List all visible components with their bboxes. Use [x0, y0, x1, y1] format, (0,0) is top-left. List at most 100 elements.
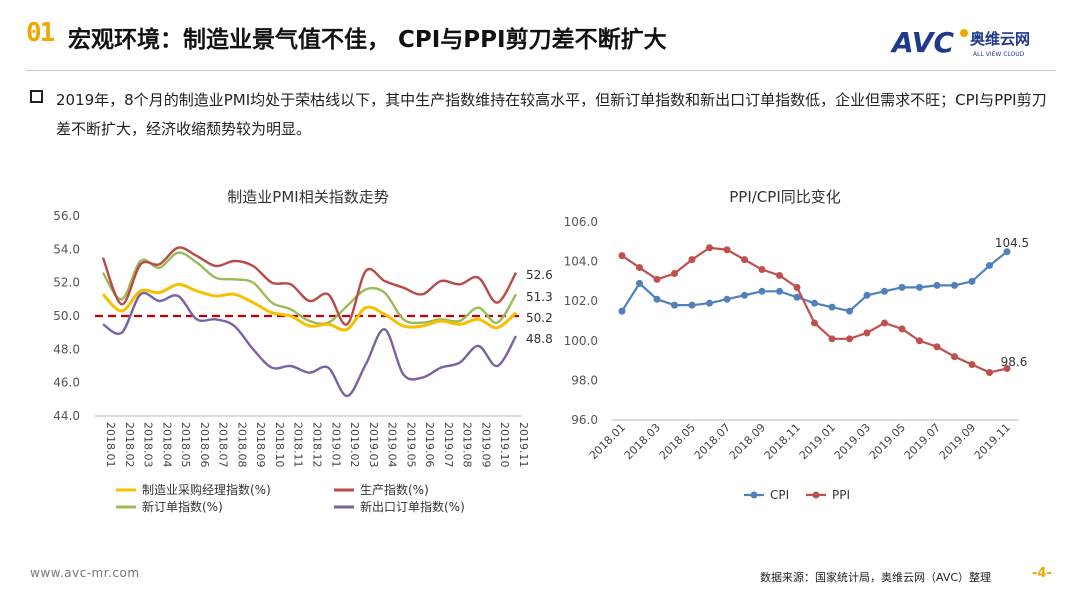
pmi-end-label: 48.8 [526, 332, 553, 346]
bullet-square-icon [30, 90, 43, 103]
pmi-x-tick-label: 2018.07 [217, 422, 230, 468]
ppi-cpi-x-tick-label: 2019.09 [937, 421, 978, 462]
pmi-x-tick-label: 2019.10 [498, 422, 511, 468]
pmi-legend-label: 新订单指数(%) [142, 499, 223, 514]
ppi-cpi-point [688, 256, 696, 264]
pmi-y-tick-label: 56.0 [53, 209, 80, 223]
ppi-cpi-point [776, 287, 783, 295]
ppi-cpi-point [898, 325, 906, 333]
ppi-cpi-point [793, 283, 801, 291]
header-divider [26, 70, 1056, 71]
ppi-cpi-x-tick-label: 2018.01 [587, 421, 628, 462]
ppi-cpi-point [846, 307, 853, 315]
ppi-cpi-point [986, 368, 993, 376]
pmi-x-tick-label: 2019.05 [404, 422, 417, 468]
ppi-cpi-point [758, 266, 766, 274]
pmi-x-tick-label: 2019.02 [348, 422, 361, 468]
pmi-x-tick-label: 2019.11 [517, 422, 530, 468]
ppi-cpi-point [706, 299, 713, 307]
ppi-cpi-point [741, 291, 748, 299]
ppi-cpi-point [1003, 365, 1011, 373]
page-title: 宏观环境：制造业景气值不佳， CPI与PPI剪刀差不断扩大 [68, 27, 667, 53]
ppi-cpi-point [811, 299, 818, 307]
ppi-cpi-point [793, 293, 801, 301]
ppi-cpi-point [828, 303, 836, 311]
ppi-cpi-point [863, 329, 871, 337]
logo-en: ALL VIEW CLOUD [973, 51, 1025, 58]
ppi-cpi-point [636, 264, 643, 272]
ppi-cpi-point [741, 256, 748, 264]
ppi-cpi-point [1003, 248, 1011, 256]
ppi-cpi-point [688, 301, 696, 309]
ppi-cpi-point [933, 343, 941, 351]
pmi-x-tick-label: 2019.08 [461, 422, 474, 468]
pmi-x-tick-label: 2019.06 [423, 422, 436, 468]
slide-header: 01 宏观环境：制造业景气值不佳， CPI与PPI剪刀差不断扩大 AVC 奥维云… [0, 0, 1080, 76]
pmi-y-tick-label: 50.0 [53, 309, 80, 323]
ppi-cpi-point [863, 291, 871, 299]
logo-text: AVC [890, 26, 954, 59]
ppi-cpi-x-tick-label: 2018.09 [727, 421, 768, 462]
ppi-cpi-point [618, 252, 626, 260]
pmi-series-line-1 [101, 246, 518, 326]
slide-number: 01 [26, 18, 55, 48]
ppi-cpi-point [828, 335, 836, 343]
ppi-cpi-y-tick-label: 96.0 [571, 413, 598, 427]
ppi-cpi-y-tick-label: 98.0 [571, 373, 598, 387]
ppi-cpi-legend-marker [750, 491, 758, 499]
ppi-cpi-x-tick-label: 2019.01 [797, 421, 838, 462]
ppi-cpi-point [846, 335, 853, 343]
ppi-cpi-x-tick-label: 2019.07 [902, 421, 943, 462]
ppi-cpi-point [881, 319, 888, 327]
pmi-legend-label: 制造业采购经理指数(%) [142, 482, 271, 497]
pmi-x-tick-label: 2019.07 [442, 422, 455, 468]
pmi-series-line-2 [101, 251, 518, 326]
ppi-cpi-legend-label: PPI [832, 488, 850, 502]
ppi-cpi-end-label: 104.5 [995, 236, 1029, 250]
pmi-x-tick-label: 2018.05 [179, 422, 192, 468]
ppi-cpi-point [951, 353, 958, 361]
ppi-cpi-point [653, 295, 661, 303]
pmi-legend-label: 新出口订单指数(%) [360, 499, 465, 514]
ppi-cpi-x-tick-label: 2019.11 [972, 421, 1013, 462]
pmi-end-label: 51.3 [526, 290, 553, 304]
pmi-end-label: 52.6 [526, 268, 553, 282]
pmi-series-line-0 [101, 282, 518, 332]
pmi-series-line-3 [102, 291, 518, 398]
ppi-cpi-point [758, 287, 766, 295]
ppi-cpi-x-tick-label: 2018.05 [657, 421, 698, 462]
pmi-y-tick-label: 46.0 [53, 376, 80, 390]
ppi-cpi-y-tick-label: 106.0 [564, 215, 598, 229]
pmi-y-tick-label: 44.0 [53, 409, 80, 423]
pmi-x-tick-label: 2019.09 [479, 422, 492, 468]
ppi-cpi-point [811, 319, 818, 327]
ppi-cpi-point [706, 244, 713, 252]
ppi-cpi-series-line-1 [621, 246, 1008, 374]
ppi-cpi-end-label: 98.6 [1001, 355, 1028, 369]
ppi-cpi-point [723, 295, 731, 303]
pmi-x-tick-label: 2018.11 [292, 422, 305, 468]
ppi-cpi-point [671, 301, 678, 309]
pmi-x-tick-label: 2018.03 [142, 422, 155, 468]
pmi-x-tick-label: 2018.10 [273, 422, 286, 468]
ppi-cpi-point [986, 262, 993, 270]
pmi-x-tick-label: 2019.03 [367, 422, 380, 468]
ppi-cpi-y-tick-label: 100.0 [564, 334, 598, 348]
ppi-cpi-point [968, 277, 976, 285]
pmi-x-tick-label: 2018.02 [123, 422, 136, 468]
pmi-x-tick-label: 2018.09 [254, 422, 267, 468]
pmi-chart-title: 制造业PMI相关指数走势 [227, 188, 388, 206]
avc-logo: AVC 奥维云网 ALL VIEW CLOUD [890, 26, 1030, 59]
ppi-cpi-x-tick-label: 2018.07 [692, 421, 733, 462]
ppi-cpi-y-tick-label: 102.0 [564, 294, 598, 308]
ppi-cpi-point [671, 269, 678, 277]
footer-website: www.avc-mr.com [30, 566, 140, 580]
ppi-cpi-point [968, 361, 976, 369]
ppi-cpi-point [933, 281, 941, 289]
pmi-x-tick-label: 2018.12 [311, 422, 324, 468]
ppi-cpi-x-tick-label: 2018.03 [622, 421, 663, 462]
ppi-cpi-y-tick-label: 104.0 [564, 255, 598, 269]
ppi-cpi-chart-title: PPI/CPI同比变化 [729, 188, 841, 206]
